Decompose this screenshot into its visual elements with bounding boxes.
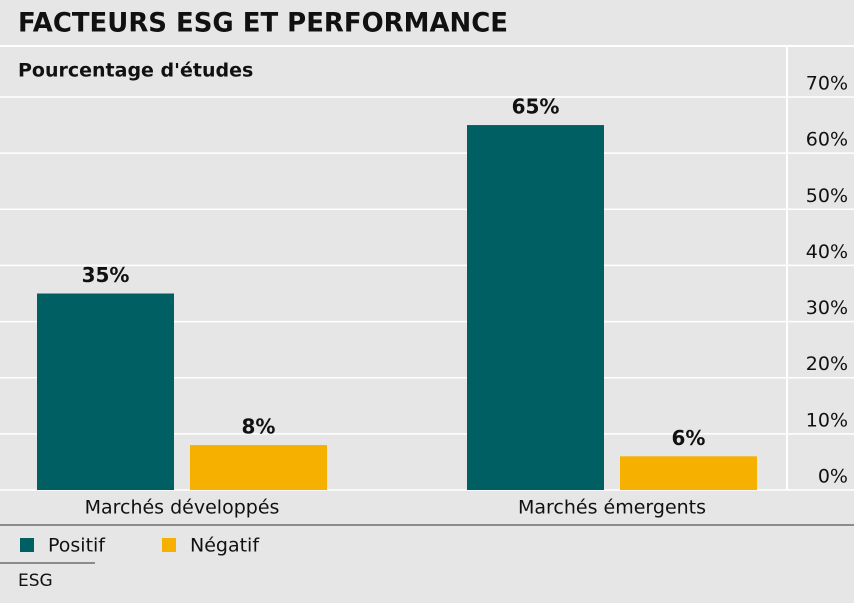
chart-title: FACTEURS ESG ET PERFORMANCE	[18, 8, 508, 39]
y-tick-label: 60%	[806, 129, 848, 151]
legend-swatch	[20, 538, 34, 552]
x-tick-label: Marchés développés	[85, 497, 280, 519]
bar	[190, 445, 327, 490]
data-label: 8%	[242, 415, 276, 439]
y-tick-label: 30%	[806, 297, 848, 319]
x-tick-label: Marchés émergents	[518, 497, 706, 519]
y-tick-label: 70%	[806, 73, 848, 95]
data-label: 6%	[672, 426, 706, 450]
data-label: 35%	[82, 263, 130, 287]
y-tick-label: 50%	[806, 185, 848, 207]
source: ESG	[18, 571, 53, 591]
bar	[620, 456, 757, 490]
chart-subtitle: Pourcentage d'études	[18, 60, 253, 82]
legend-label: Négatif	[190, 535, 260, 557]
y-tick-label: 10%	[806, 409, 848, 431]
legend-swatch	[162, 538, 176, 552]
y-tick-label: 20%	[806, 353, 848, 375]
y-tick-label: 40%	[806, 241, 848, 263]
legend-label: Positif	[48, 535, 106, 557]
bar	[467, 125, 604, 491]
y-tick-label: 0%	[818, 466, 848, 488]
bar	[37, 293, 174, 490]
data-label: 65%	[512, 95, 560, 119]
